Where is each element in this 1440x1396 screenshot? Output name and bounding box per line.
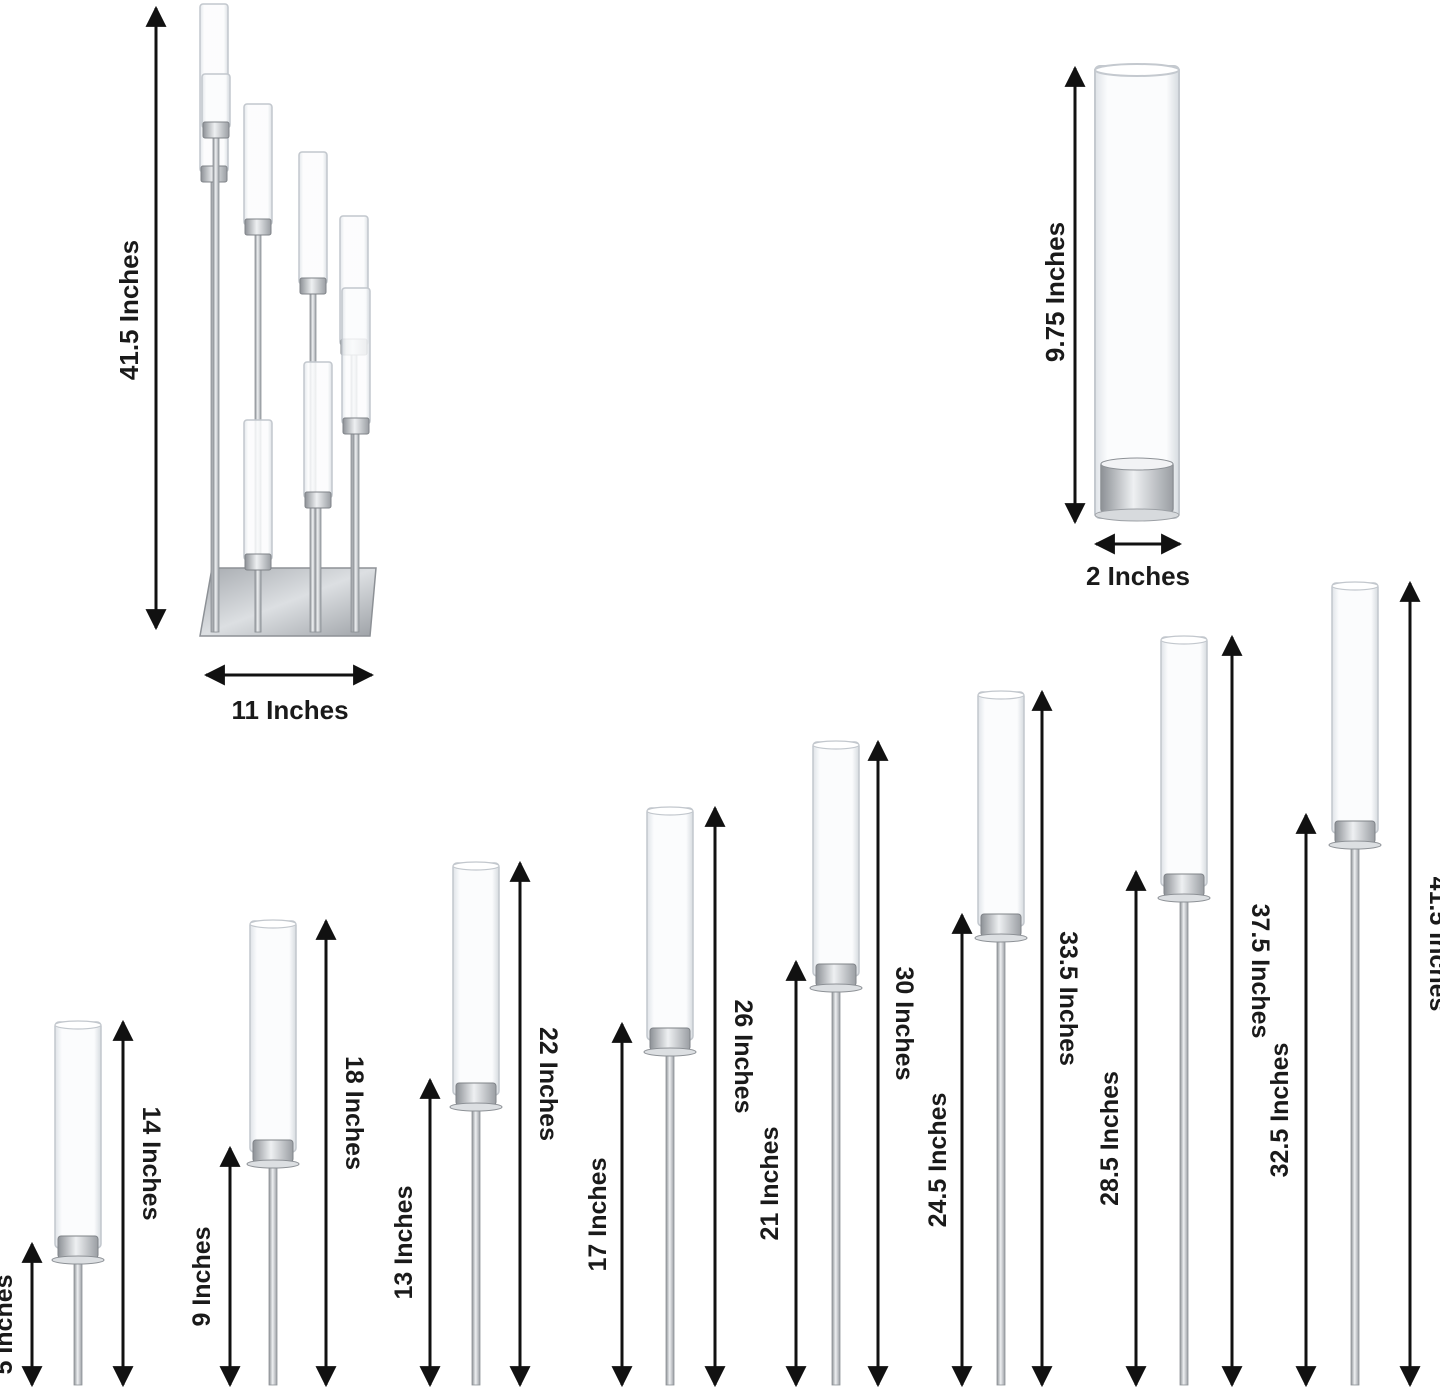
- arm-stem-height-label: 5 Inches: [0, 1274, 18, 1374]
- arm-cup: [649, 1027, 691, 1051]
- arm-cup: [1163, 873, 1205, 897]
- arm-6: 33.5 Inches 24.5 Inches: [924, 689, 1082, 1388]
- arm-cup: [980, 913, 1022, 937]
- arm-cup-foot: [449, 1102, 503, 1112]
- arm-glass: [1160, 636, 1208, 887]
- arm-cup: [1334, 820, 1376, 844]
- arm-cup-foot: [51, 1255, 105, 1265]
- glass-cylinder-rim: [1094, 63, 1180, 77]
- candelabra-stem: [212, 135, 220, 633]
- arm-cup: [815, 963, 857, 987]
- arm-stem: [1179, 895, 1189, 1386]
- arm-glass: [452, 862, 500, 1096]
- arm-glass-rim: [452, 861, 500, 871]
- cylinder-diameter-label: 2 Inches: [1086, 561, 1190, 591]
- arm-total-height-label: 37.5 Inches: [1246, 904, 1274, 1039]
- candelabra-glass: [243, 419, 273, 561]
- arm-cup-foot: [974, 933, 1028, 943]
- arm-glass-rim: [977, 690, 1025, 700]
- candelabra-stem: [314, 505, 322, 633]
- arm-stem: [471, 1104, 481, 1386]
- arm-stem: [1350, 842, 1360, 1386]
- arm-stem-height-label: 21 Inches: [756, 1127, 784, 1241]
- arm-total-height-label: 33.5 Inches: [1054, 931, 1082, 1066]
- arm-cup-foot: [1157, 893, 1211, 903]
- arm-glass-rim: [249, 919, 297, 929]
- candelabra-glass: [303, 361, 333, 499]
- arm-total-height-label: 26 Inches: [729, 1000, 757, 1114]
- candelabra-cup: [244, 553, 272, 571]
- arm-8: 41.5 Inches 32.5 Inches: [1266, 580, 1440, 1388]
- arm-1: 14 Inches 5 Inches: [0, 1019, 165, 1388]
- candelabra-cup: [244, 218, 272, 236]
- glass-cylinder-foot: [1094, 508, 1180, 522]
- glass-cylinder-cup-top: [1100, 457, 1174, 471]
- arm-glass: [54, 1021, 102, 1249]
- arm-total-height-label: 14 Inches: [137, 1107, 165, 1221]
- arm-cup: [252, 1139, 294, 1163]
- candelabra-stem: [352, 431, 360, 633]
- glass-cylinder-illustration: [1094, 63, 1180, 522]
- arm-4: 26 Inches 17 Inches: [584, 805, 757, 1388]
- arm-glass-rim: [646, 806, 694, 816]
- arm-glass-rim: [812, 740, 860, 750]
- arm-stem-height-label: 28.5 Inches: [1096, 1071, 1124, 1206]
- arm-stem-height-label: 17 Inches: [584, 1158, 612, 1272]
- arm-stem-height-label: 9 Inches: [188, 1226, 216, 1326]
- arm-total-height-label: 18 Inches: [340, 1056, 368, 1170]
- candelabra-cup: [202, 121, 230, 139]
- arm-total-height-label: 22 Inches: [534, 1027, 562, 1141]
- arm-7: 37.5 Inches 28.5 Inches: [1096, 634, 1274, 1388]
- arm-5: 30 Inches 21 Inches: [756, 739, 918, 1388]
- candelabra-height-label: 41.5 Inches: [114, 240, 144, 380]
- arm-stem: [665, 1049, 675, 1386]
- arm-glass-rim: [1331, 581, 1379, 591]
- candelabra-cup: [342, 417, 370, 435]
- candelabra-cup: [304, 491, 332, 509]
- arm-glass: [646, 807, 694, 1041]
- candelabra-glass: [243, 103, 273, 226]
- candelabra-glass: [298, 151, 328, 285]
- arm-total-height-label: 41.5 Inches: [1424, 877, 1440, 1012]
- candelabra-glass: [201, 73, 231, 129]
- arm-cup: [57, 1235, 99, 1259]
- arm-stem: [831, 985, 841, 1386]
- arm-cup-foot: [643, 1047, 697, 1057]
- arm-stem-height-label: 32.5 Inches: [1266, 1043, 1294, 1178]
- arm-cup: [455, 1082, 497, 1106]
- candelabra-glass: [341, 287, 371, 425]
- arm-glass-rim: [1160, 635, 1208, 645]
- glass-cylinder-body: [1094, 65, 1180, 519]
- arm-glass-rim: [54, 1020, 102, 1030]
- arm-cup-foot: [1328, 840, 1382, 850]
- arm-2: 18 Inches 9 Inches: [188, 918, 368, 1388]
- arm-cup-foot: [246, 1159, 300, 1169]
- candelabra-width-label: 11 Inches: [231, 695, 348, 725]
- candelabra-stem: [254, 567, 262, 633]
- cylinder-height-label: 9.75 Inches: [1040, 222, 1070, 362]
- arm-stem-height-label: 13 Inches: [390, 1186, 418, 1300]
- candelabra-base: [199, 567, 377, 637]
- arm-glass: [249, 920, 297, 1153]
- candelabra-illustration: [199, 3, 377, 637]
- arm-3: 22 Inches 13 Inches: [390, 860, 562, 1388]
- arm-stem-height-label: 24.5 Inches: [924, 1093, 952, 1228]
- arms-row: 14 Inches 5 Inches 18 Inches 9 Inches 22 Inc…: [0, 580, 1440, 1388]
- arm-cup-foot: [809, 983, 863, 993]
- arm-glass: [1331, 582, 1379, 834]
- arm-stem: [996, 935, 1006, 1386]
- arm-glass: [812, 741, 860, 977]
- arm-stem: [268, 1161, 278, 1386]
- arm-glass: [977, 691, 1025, 927]
- arm-stem: [73, 1257, 83, 1386]
- candelabra-cup: [299, 277, 327, 295]
- arm-total-height-label: 30 Inches: [890, 967, 918, 1081]
